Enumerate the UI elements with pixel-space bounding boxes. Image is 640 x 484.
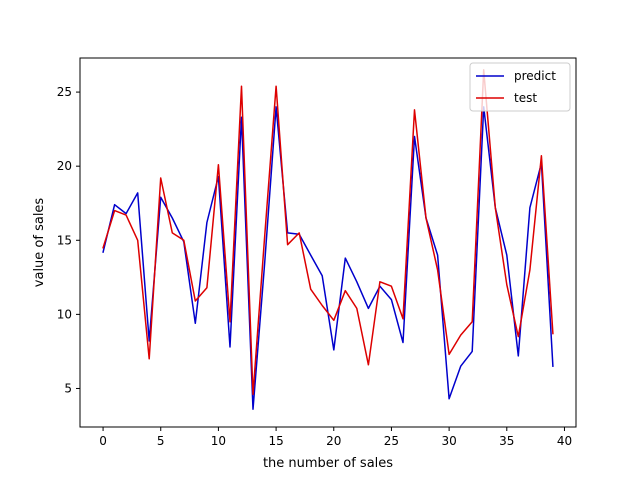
x-tick-label: 15	[268, 434, 283, 448]
y-tick-label: 15	[57, 233, 72, 247]
x-tick-label: 20	[326, 434, 341, 448]
x-axis-label: the number of sales	[263, 456, 393, 471]
series-line-predict	[102, 106, 554, 410]
axes-layer: 0 5 10 15 20 25 30 35 40 5 10 15 20 25	[57, 57, 577, 448]
y-axis-label: value of sales	[32, 198, 47, 288]
x-tick-label: 0	[99, 434, 107, 448]
x-tick-label: 30	[441, 434, 456, 448]
x-tick-label: 25	[384, 434, 399, 448]
x-tick-label: 5	[157, 434, 165, 448]
x-tick-label: 35	[499, 434, 514, 448]
y-tick-label: 10	[57, 307, 72, 321]
x-tick-label: 10	[211, 434, 226, 448]
y-tick-label: 20	[57, 159, 72, 173]
legend-label-predict: predict	[514, 69, 556, 83]
y-tick-label: 25	[57, 85, 72, 99]
legend-label-test: test	[514, 91, 537, 105]
legend-box	[469, 62, 571, 112]
x-tick-label: 40	[557, 434, 572, 448]
plot-frame	[79, 57, 577, 428]
series-layer	[102, 69, 554, 410]
legend: predict test	[469, 62, 571, 112]
y-tick-label: 5	[64, 381, 72, 395]
series-line-test	[102, 69, 554, 396]
